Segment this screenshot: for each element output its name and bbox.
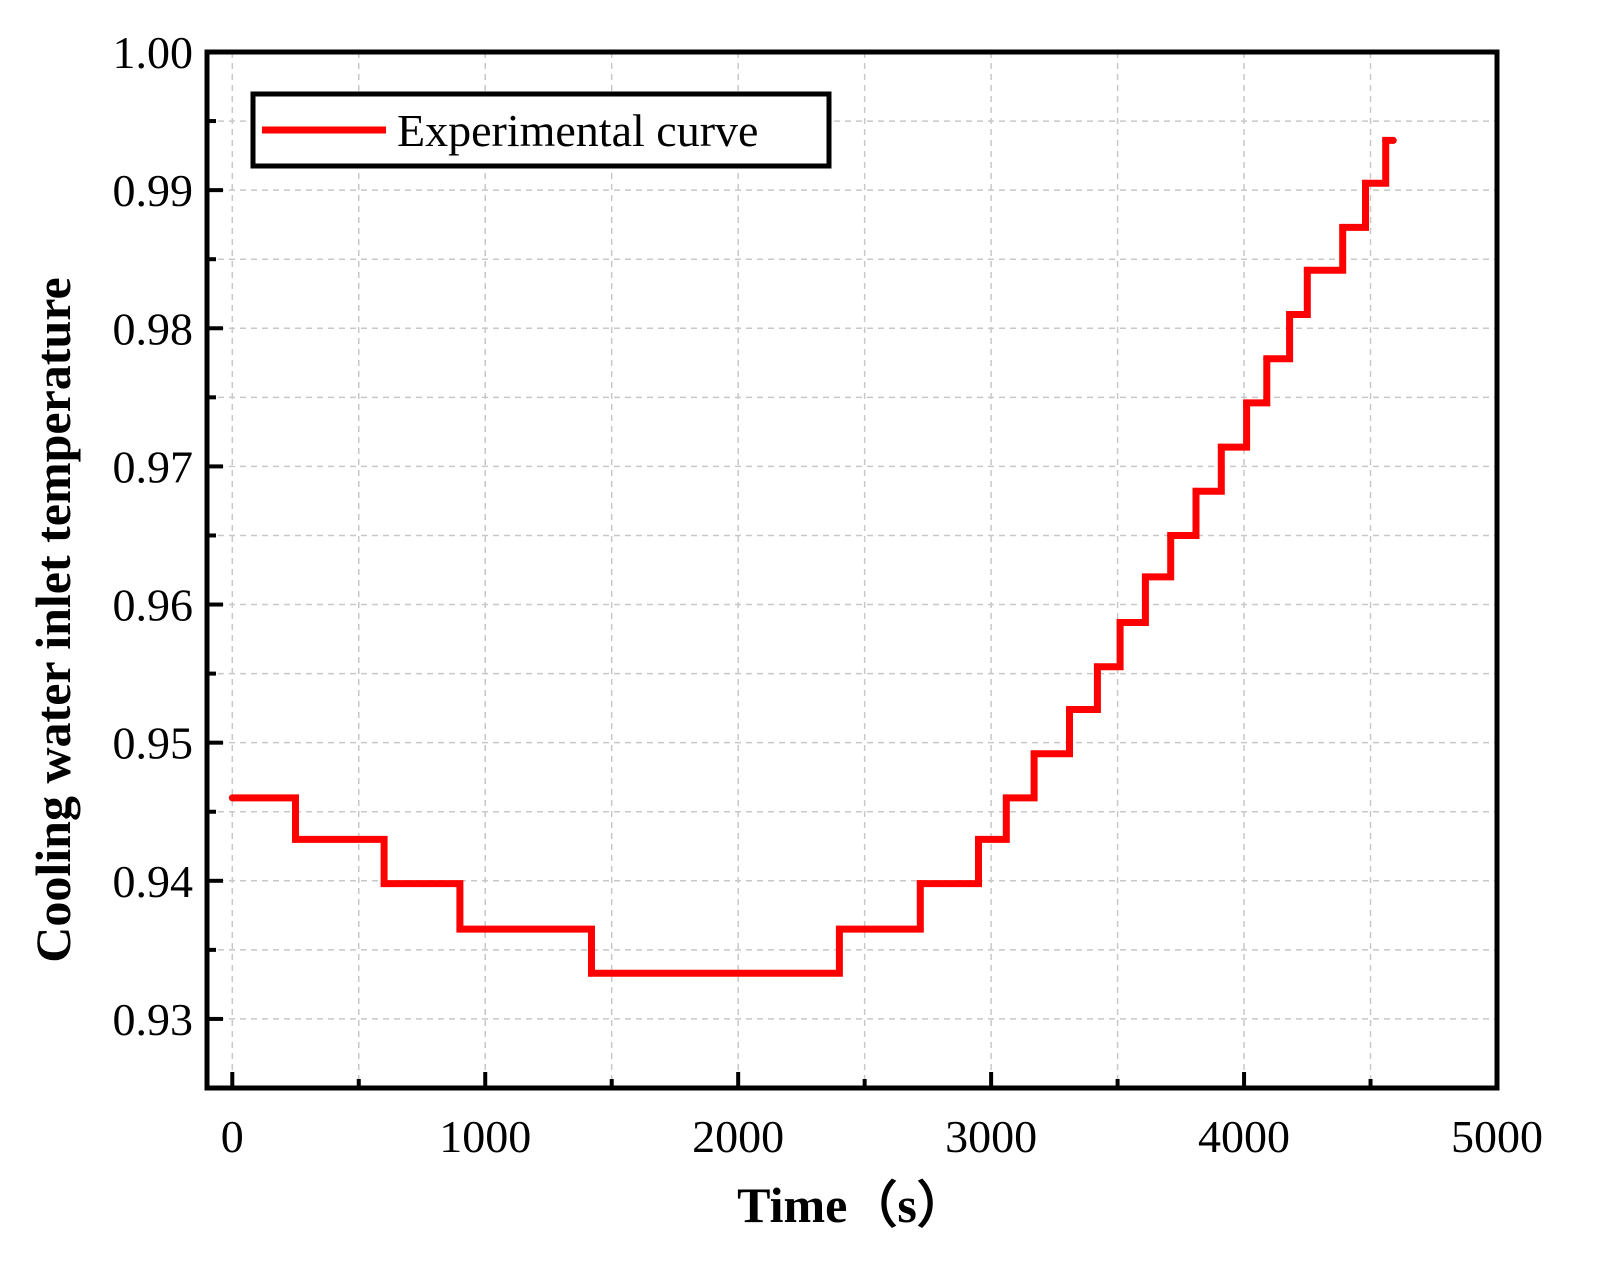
data-point [1243, 399, 1251, 407]
data-point [588, 969, 595, 977]
data-point [975, 835, 982, 843]
y-axis-title: Cooling water inlet temperature [25, 277, 81, 963]
data-point [1002, 794, 1010, 802]
data-point [1141, 573, 1149, 581]
x-tick-label: 5000 [1451, 1111, 1543, 1162]
data-point [1217, 443, 1225, 451]
data-point [292, 835, 299, 843]
data-point [380, 880, 388, 888]
series-line-0 [232, 136, 1394, 977]
data-point [1116, 619, 1124, 626]
y-tick-label: 0.99 [113, 165, 194, 216]
x-tick-label: 0 [221, 1111, 244, 1162]
y-tick-label: 0.98 [113, 303, 194, 354]
data-point [1093, 663, 1101, 671]
y-tick-label: 0.93 [113, 994, 194, 1045]
data-point [916, 880, 924, 888]
legend-label: Experimental curve [397, 105, 758, 156]
data-point [1167, 532, 1175, 539]
data-point [1382, 136, 1390, 144]
plot-frame [204, 49, 1500, 1091]
tick-labels: 0 1000 2000 3000 4000 5000 0.93 0.94 0.95 0.96 0.9… [113, 27, 1544, 1162]
y-tick-label: 0.94 [113, 856, 194, 907]
y-tick-label: 0.96 [113, 580, 194, 631]
data-point [456, 925, 464, 933]
data-point [1192, 487, 1200, 495]
y-tick-label: 0.97 [113, 441, 194, 492]
y-tick-label: 0.95 [113, 718, 194, 769]
data-point [1030, 750, 1038, 758]
x-tick-label: 3000 [945, 1111, 1037, 1162]
data-point [1362, 179, 1369, 187]
data-point [1389, 136, 1397, 144]
series-layer [228, 136, 1397, 977]
data-point [1263, 355, 1271, 363]
x-tick-label: 1000 [439, 1111, 531, 1162]
data-point [1303, 266, 1311, 274]
ticks [207, 50, 1499, 1088]
x-tick-label: 2000 [692, 1111, 784, 1162]
data-point [835, 925, 843, 933]
x-tick-label: 4000 [1198, 1111, 1290, 1162]
data-point [228, 794, 236, 802]
data-point [1286, 311, 1294, 318]
data-point [1066, 706, 1073, 713]
y-tick-label: 1.00 [113, 27, 194, 78]
x-axis-title: Time（s） [737, 1177, 967, 1233]
data-point [1339, 223, 1347, 231]
legend: Experimental curve [250, 91, 832, 169]
